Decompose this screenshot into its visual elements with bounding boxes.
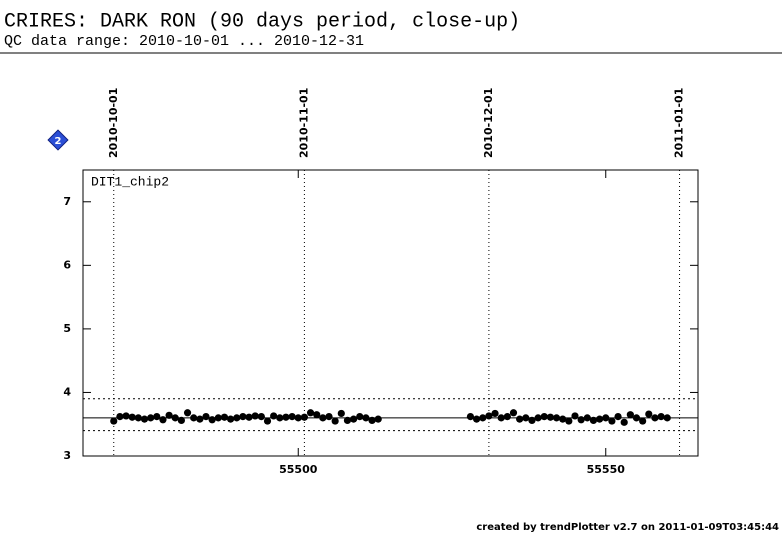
help-icon[interactable]: 2: [47, 129, 69, 151]
icon-label: 2: [55, 136, 62, 147]
data-point: [140, 415, 149, 423]
chart-title: CRIRES: DARK RON (90 days period, close-…: [4, 10, 520, 33]
data-point: [257, 412, 265, 421]
data-point: [147, 414, 155, 422]
data-point: [208, 416, 216, 424]
data-point: [645, 410, 653, 418]
data-point: [485, 412, 493, 420]
data-point: [319, 414, 327, 422]
data-point: [122, 412, 130, 420]
data-point: [331, 417, 339, 425]
y-tick-label: 5: [63, 322, 71, 335]
data-point: [183, 409, 192, 417]
data-point: [362, 414, 370, 422]
date-label: 2010-11-01: [297, 88, 310, 158]
data-point: [596, 415, 604, 423]
chart-subtitle: QC data range: 2010-10-01 ... 2010-12-31: [4, 33, 364, 50]
data-point: [479, 414, 487, 422]
x-tick-label: 55550: [587, 463, 626, 476]
panel-label: DIT1_chip2: [91, 174, 169, 189]
data-point: [503, 412, 511, 421]
data-point: [325, 412, 333, 421]
data-point: [270, 412, 278, 420]
data-point: [608, 417, 616, 425]
data-point: [214, 414, 222, 422]
data-point: [632, 414, 641, 422]
data-point: [509, 409, 518, 417]
data-point: [540, 412, 548, 421]
y-tick-label: 3: [63, 449, 71, 462]
data-point: [300, 413, 308, 421]
data-point: [282, 413, 290, 421]
data-point: [663, 414, 671, 422]
data-point: [534, 414, 542, 422]
data-point: [337, 409, 345, 418]
data-point: [350, 415, 358, 423]
data-point: [577, 416, 585, 424]
y-tick-label: 7: [63, 195, 71, 208]
data-point: [614, 412, 622, 421]
data-point: [552, 414, 561, 422]
data-point: [626, 411, 634, 419]
data-point: [165, 411, 173, 419]
data-point: [546, 413, 555, 421]
data-point: [620, 418, 628, 426]
data-point: [220, 413, 229, 421]
data-point: [571, 412, 579, 420]
data-point: [196, 415, 204, 423]
data-point: [343, 416, 352, 425]
data-point: [110, 417, 118, 425]
data-point: [528, 416, 536, 425]
data-point: [583, 414, 591, 422]
plot-frame: [82, 169, 699, 457]
date-label: 2010-10-01: [107, 88, 120, 158]
y-tick-label: 6: [63, 258, 71, 271]
data-point: [116, 412, 124, 421]
data-point: [657, 412, 665, 421]
data-point: [368, 416, 376, 425]
data-point: [516, 415, 524, 423]
x-tick-label: 55500: [279, 463, 318, 476]
data-point: [171, 414, 179, 422]
data-point: [466, 412, 475, 421]
date-label: 2010-12-01: [482, 88, 495, 158]
data-point: [202, 412, 210, 421]
data-point: [602, 414, 610, 422]
footer: created by trendPlotter v2.7 on 2011-01-…: [476, 522, 779, 533]
data-point: [294, 414, 302, 422]
data-point: [177, 416, 185, 425]
data-point: [128, 413, 136, 421]
date-label: 2011-01-01: [673, 88, 686, 158]
data-point: [473, 415, 481, 423]
data-point: [589, 416, 598, 425]
data-point: [227, 415, 235, 423]
data-point: [306, 409, 315, 417]
data-point: [263, 417, 272, 425]
data-point: [251, 412, 259, 420]
data-point: [134, 414, 142, 422]
data-point: [374, 415, 382, 423]
data-point: [522, 414, 530, 422]
data-point: [313, 411, 321, 419]
data-point: [356, 412, 364, 421]
data-point: [565, 417, 573, 425]
data-point: [233, 414, 241, 422]
data-point: [651, 414, 659, 422]
data-point: [190, 414, 198, 422]
data-point: [559, 415, 567, 423]
data-point: [276, 414, 284, 422]
data-point: [288, 412, 296, 421]
y-tick-label: 4: [63, 385, 71, 398]
data-point: [497, 414, 505, 422]
data-point: [239, 412, 247, 421]
data-point: [159, 416, 167, 424]
data-point: [491, 409, 499, 418]
data-point: [153, 412, 161, 421]
data-point: [245, 413, 253, 421]
data-point: [639, 417, 647, 425]
